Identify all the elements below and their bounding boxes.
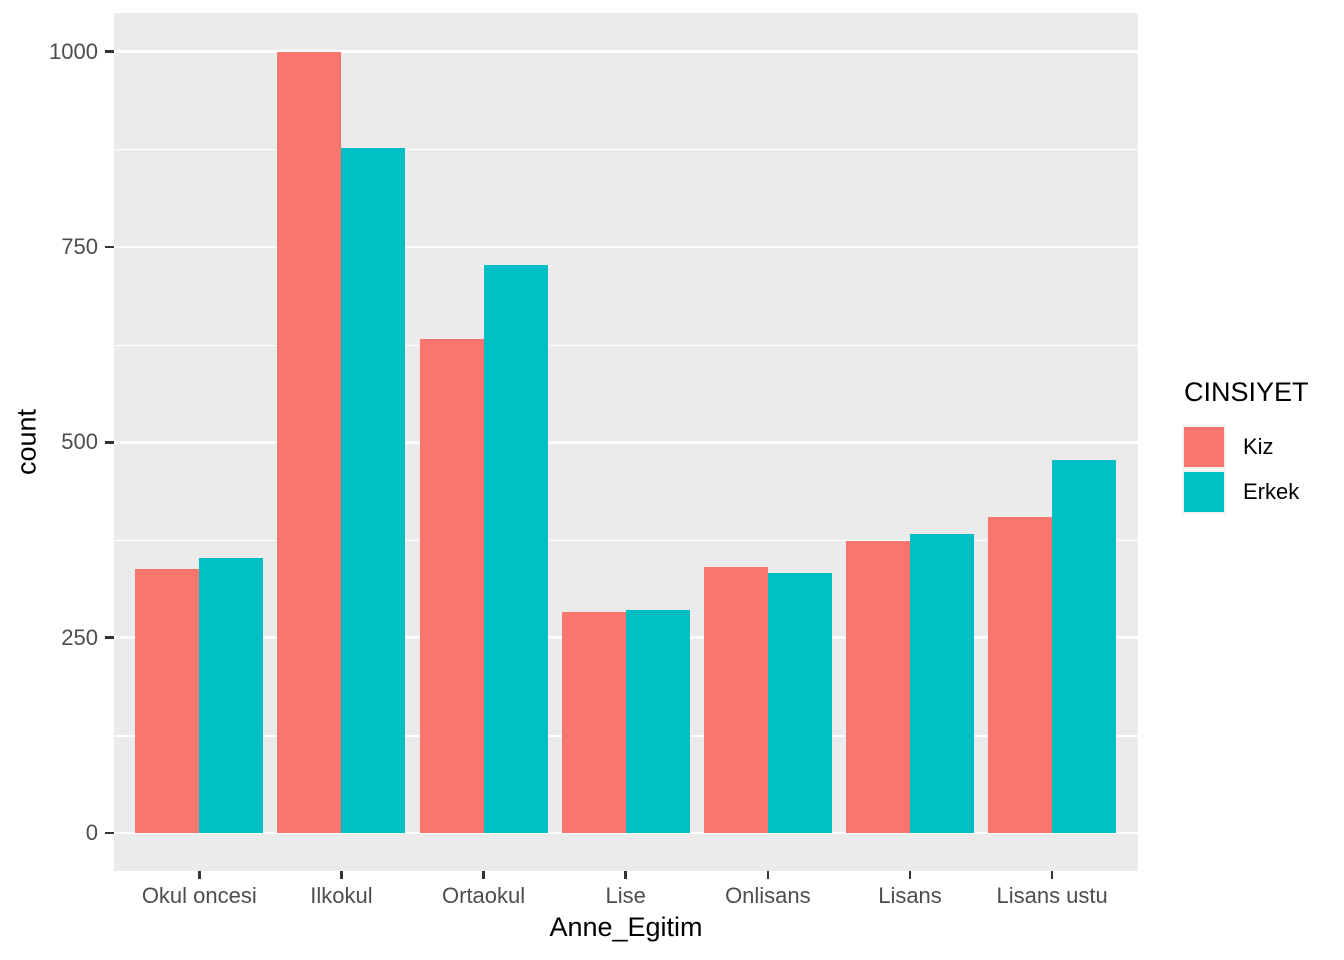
legend: CINSIYET Kiz Erkek (1182, 377, 1309, 514)
bar-erkek-okul-oncesi (199, 557, 264, 833)
y-axis-tick-label-250: 250 (61, 624, 98, 650)
legend-key-erkek (1182, 469, 1226, 514)
y-axis-tick-label-1000: 1000 (49, 38, 98, 64)
y-axis-tick-mark-750 (105, 245, 114, 249)
bar-kiz-lisans-ustu (988, 516, 1053, 833)
bar-kiz-okul-oncesi (135, 568, 200, 833)
y-axis-tick-mark-1000 (105, 50, 114, 53)
x-axis-tick-mark-ortaokul (482, 871, 485, 879)
bar-kiz-lisans (846, 540, 910, 833)
legend-key-kiz (1182, 424, 1226, 469)
legend-item-kiz: Kiz (1182, 424, 1309, 469)
major-gridline-1000 (114, 50, 1138, 53)
bar-erkek-ortaokul (483, 264, 548, 833)
x-axis-tick-label-okul-oncesi: Okul oncesi (141, 883, 257, 908)
major-gridline-750 (114, 245, 1138, 249)
x-axis-tick-mark-onlisans (766, 871, 770, 879)
x-axis-tick-label-onlisans: Onlisans (725, 883, 811, 908)
x-axis-tick-mark-lisans (908, 871, 912, 879)
x-axis-title: Anne_Egitim (549, 912, 703, 942)
legend-label-erkek: Erkek (1243, 478, 1300, 504)
y-axis-title: count (11, 408, 42, 476)
legend-label-kiz: Kiz (1243, 433, 1274, 459)
x-axis-tick-label-lise: Lise (605, 883, 646, 908)
bar-kiz-onlisans (703, 567, 768, 833)
y-axis-tick-label-500: 500 (61, 429, 98, 455)
x-axis-tick-mark-lise (624, 871, 627, 879)
major-gridline-500 (114, 441, 1138, 444)
minor-gridline-375 (114, 539, 1138, 542)
bar-kiz-lise (561, 611, 626, 833)
legend-items: Kiz Erkek (1182, 424, 1309, 514)
minor-gridline-625 (114, 344, 1138, 346)
x-axis-tick-mark-lisans-ustu (1050, 871, 1054, 879)
legend-swatch-kiz (1184, 426, 1224, 467)
y-axis-tick-label-750: 750 (61, 233, 98, 259)
y-axis-tick-mark-250 (105, 636, 114, 639)
x-axis-tick-label-lisans-ustu: Lisans ustu (996, 883, 1108, 908)
x-axis-tick-label-ortaokul: Ortaokul (442, 883, 526, 908)
x-axis-tick-label-ilkokul: Ilkokul (310, 883, 373, 908)
major-gridline-0 (114, 831, 1138, 835)
y-axis-tick-mark-500 (105, 441, 114, 444)
legend-title: CINSIYET (1184, 377, 1309, 407)
x-axis-tick-mark-ilkokul (340, 871, 343, 879)
legend-item-erkek: Erkek (1182, 469, 1309, 514)
bar-erkek-lisans (910, 533, 974, 833)
bar-erkek-lise (625, 610, 690, 833)
minor-gridline-875 (114, 149, 1138, 151)
bar-kiz-ilkokul (277, 51, 342, 833)
bar-erkek-ilkokul (341, 147, 406, 833)
bar-kiz-ortaokul (419, 339, 484, 833)
x-axis-tick-mark-okul-oncesi (198, 871, 201, 879)
legend-swatch-erkek (1184, 471, 1224, 512)
plot-panel (114, 13, 1138, 871)
x-axis-tick-label-lisans: Lisans (878, 883, 942, 908)
bar-erkek-onlisans (767, 572, 832, 833)
y-axis-tick-label-0: 0 (85, 820, 98, 845)
y-axis-tick-mark-0 (105, 831, 114, 835)
bar-erkek-lisans-ustu (1052, 459, 1117, 833)
